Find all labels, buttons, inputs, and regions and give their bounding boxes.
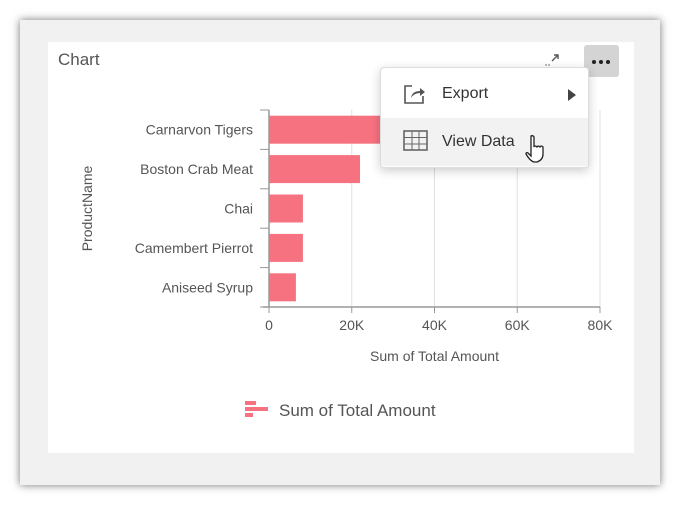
y-tick-label: Camembert Pierrot	[135, 240, 253, 256]
submenu-arrow-icon	[568, 89, 576, 101]
y-tick-label: Chai	[224, 201, 253, 217]
menu-item-label: Export	[442, 85, 489, 102]
legend-icon	[245, 407, 268, 411]
menu-item-view-data[interactable]: View Data	[381, 118, 588, 166]
table-grid-icon	[403, 130, 428, 151]
menu-item-export[interactable]: Export	[381, 70, 588, 118]
x-tick-label: 20K	[339, 317, 365, 333]
y-tick-label: Boston Crab Meat	[140, 161, 253, 177]
legend-icon	[245, 401, 256, 405]
bar	[269, 273, 296, 302]
bar	[269, 155, 361, 184]
bar	[269, 233, 303, 262]
expand-icon[interactable]	[543, 50, 563, 70]
dot-icon	[599, 60, 603, 64]
context-menu: Export View Data	[380, 67, 589, 168]
menu-item-label: View Data	[442, 133, 515, 150]
dot-icon	[606, 60, 610, 64]
y-axis-title: ProductName	[79, 165, 95, 251]
x-tick-label: 60K	[505, 317, 531, 333]
y-tick-label: Aniseed Syrup	[162, 279, 253, 295]
legend-icon	[245, 413, 253, 417]
x-tick-label: 80K	[588, 317, 614, 333]
export-share-icon	[404, 85, 425, 104]
x-axis-title: Sum of Total Amount	[370, 348, 499, 364]
x-tick-label: 0	[265, 317, 273, 333]
x-tick-label: 40K	[422, 317, 448, 333]
hand-pointer-cursor-icon	[525, 135, 544, 163]
dot-icon	[592, 60, 596, 64]
more-options-button[interactable]	[584, 45, 619, 77]
bar	[269, 115, 389, 144]
chart-title: Chart	[58, 50, 100, 69]
legend-label: Sum of Total Amount	[279, 401, 436, 420]
y-tick-label: Carnarvon Tigers	[146, 122, 253, 138]
bar	[269, 194, 303, 223]
